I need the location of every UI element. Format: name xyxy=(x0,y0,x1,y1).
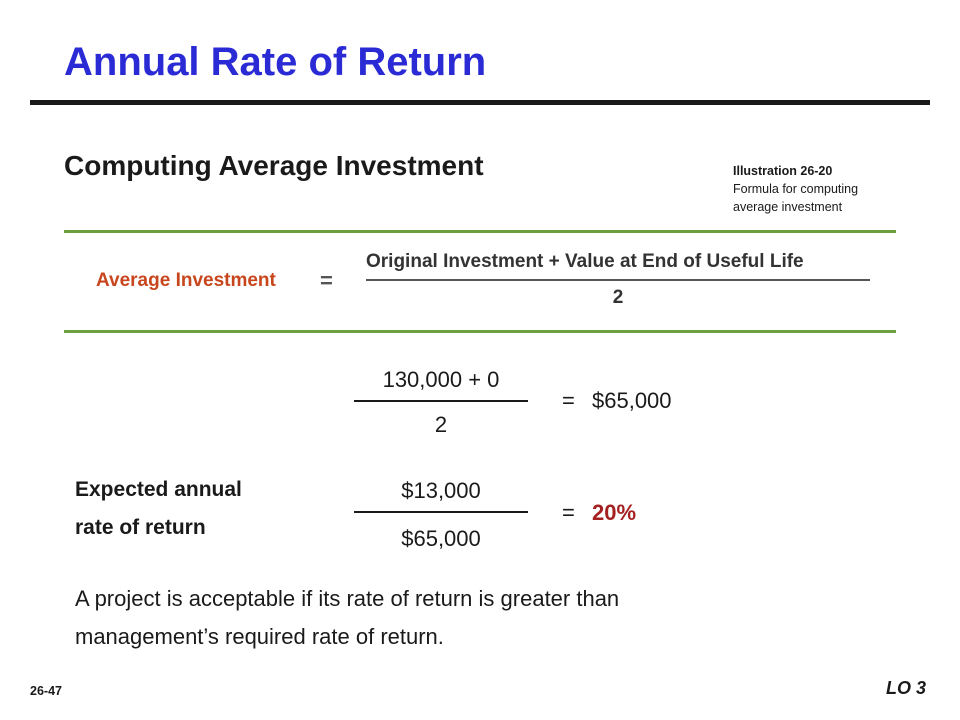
calc1-fraction-bar xyxy=(354,400,528,402)
learning-objective: LO 3 xyxy=(886,678,927,698)
section-subtitle: Computing Average Investment xyxy=(64,150,484,181)
conclusion-text: A project is acceptable if its rate of r… xyxy=(75,580,835,656)
formula-fraction-bar xyxy=(366,279,870,281)
calc2-equals: = xyxy=(562,500,575,525)
formula-denominator: 2 xyxy=(612,287,624,308)
calc2-label-line1: Expected annual xyxy=(75,478,242,501)
formula-bottom-rule xyxy=(64,330,896,333)
calc1-equals: = xyxy=(562,388,575,413)
calc2-label-line2: rate of return xyxy=(75,516,206,539)
illustration-caption: Illustration 26-20 Formula for computing… xyxy=(733,162,913,216)
formula-label: Average Investment xyxy=(96,270,276,291)
conclusion-line2: management’s required rate of return. xyxy=(75,624,444,649)
calc2-numerator: $13,000 xyxy=(401,478,481,503)
slide-number: 26-47 xyxy=(30,684,62,698)
calc1-result: $65,000 xyxy=(592,388,672,413)
illustration-id: Illustration 26-20 xyxy=(733,164,833,178)
illustration-caption-line2: average investment xyxy=(733,200,843,214)
formula-numerator: Original Investment + Value at End of Us… xyxy=(366,251,804,272)
calc1-numerator: 130,000 + 0 xyxy=(382,367,500,392)
title-divider xyxy=(30,100,930,105)
formula-equals: = xyxy=(320,268,333,293)
formula-top-rule xyxy=(64,230,896,233)
page-title: Annual Rate of Return xyxy=(64,40,487,84)
calc2-result: 20% xyxy=(592,500,637,525)
illustration-caption-line1: Formula for computing xyxy=(733,182,859,196)
calc1-denominator: 2 xyxy=(434,412,448,437)
calc2-denominator: $65,000 xyxy=(401,526,481,551)
calc2-fraction-bar xyxy=(354,511,528,513)
conclusion-line1: A project is acceptable if its rate of r… xyxy=(75,586,620,611)
calc2-label: Expected annual rate of return xyxy=(75,471,242,547)
